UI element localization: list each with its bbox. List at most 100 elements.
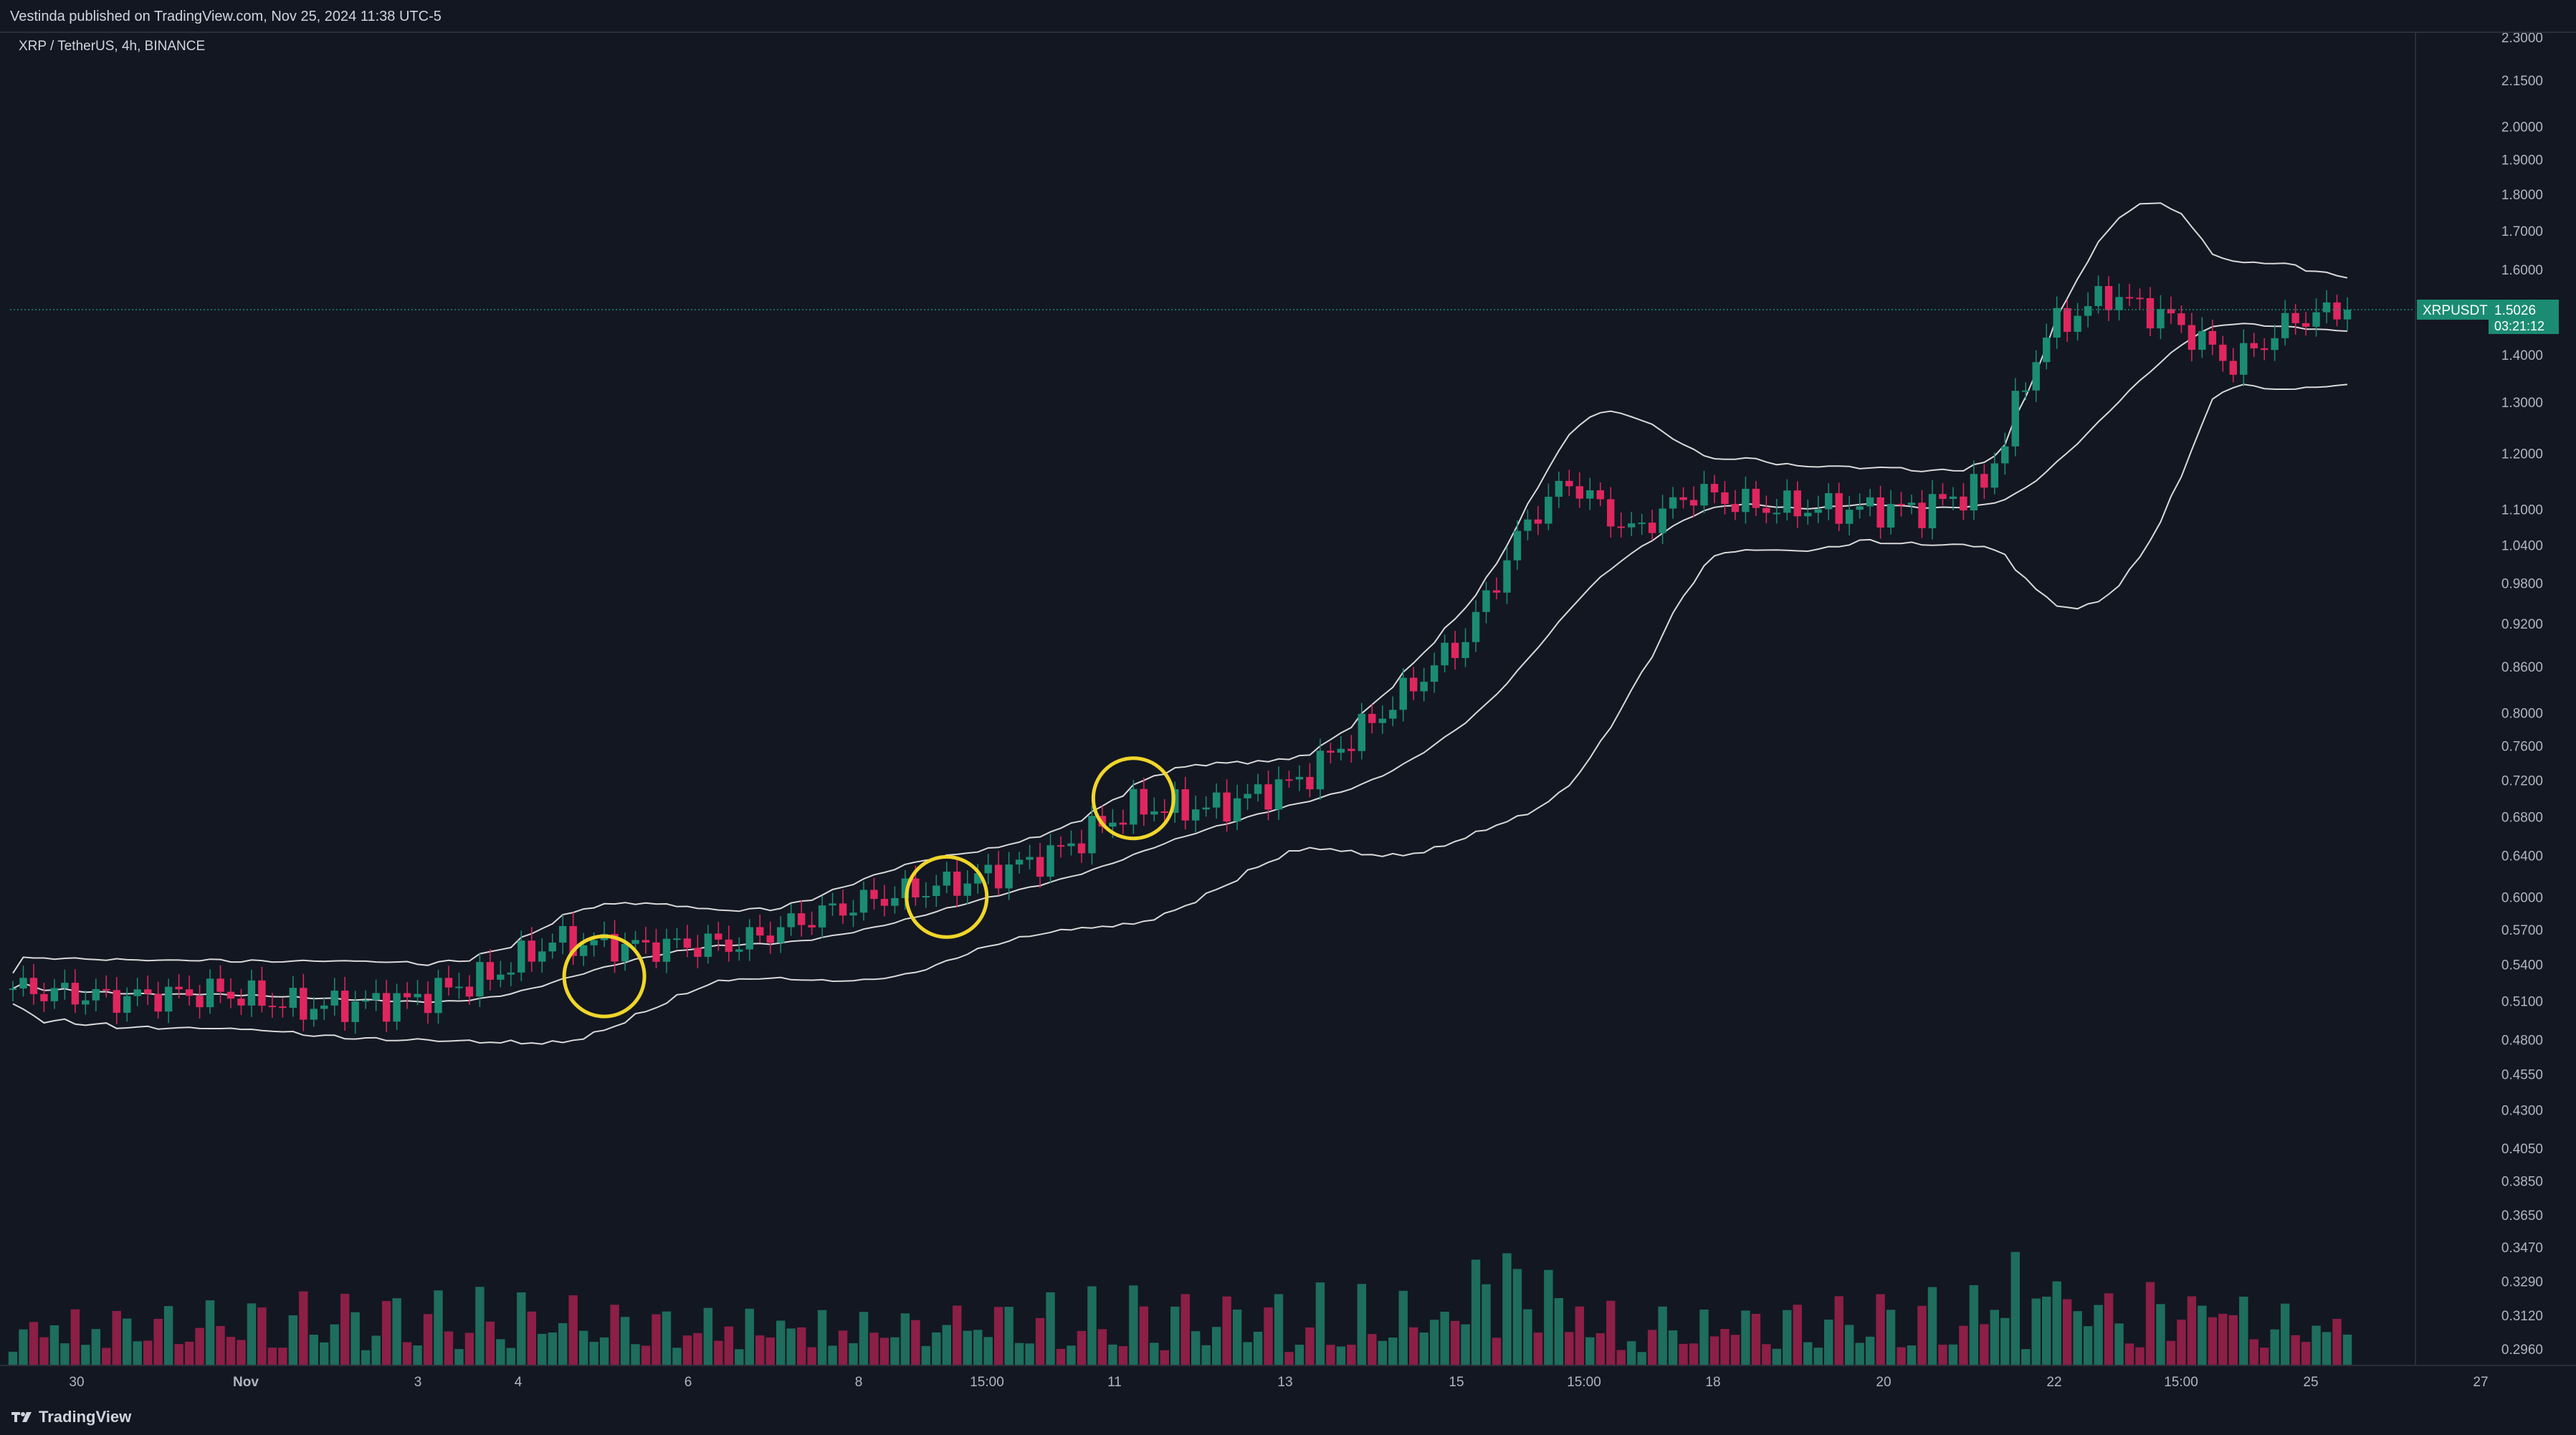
candle-body xyxy=(82,1000,90,1005)
volume-bar xyxy=(993,1307,1003,1365)
price-axis[interactable]: 2.3000 2.1500 2.0000 1.9000 1.8000 1.7000 1.60… xyxy=(2415,31,2543,1365)
y-tick-label: 0.3850 xyxy=(2501,1174,2543,1189)
volume-bar xyxy=(184,1341,194,1365)
volume-bar xyxy=(724,1326,734,1365)
candle-body xyxy=(808,925,816,928)
y-tick-label: 0.6000 xyxy=(2501,890,2543,905)
volume-bar xyxy=(299,1291,308,1365)
volume-bar xyxy=(527,1311,536,1365)
volume-bar xyxy=(1813,1348,1823,1365)
volume-bar xyxy=(1368,1334,1377,1365)
candle-body xyxy=(1503,560,1511,593)
candle-body xyxy=(154,993,162,1012)
candle-body xyxy=(1378,718,1386,723)
volume-bar xyxy=(983,1337,993,1365)
symbol-legend[interactable]: XRP / TetherUS, 4h, BINANCE xyxy=(19,39,205,54)
volume-bar xyxy=(485,1321,495,1365)
volume-bar xyxy=(796,1327,806,1365)
volume-bar xyxy=(1751,1313,1761,1365)
volume-bar xyxy=(714,1340,723,1365)
x-tick-label: 15:00 xyxy=(970,1375,1004,1390)
candle-body xyxy=(2125,297,2134,299)
volume-bar xyxy=(1087,1286,1097,1365)
candle-body xyxy=(1679,497,1687,500)
volume-bar xyxy=(1585,1337,1595,1365)
candle-body xyxy=(2167,309,2175,314)
volume-bar xyxy=(1990,1310,2000,1365)
candle-body xyxy=(196,996,204,1008)
candle-body xyxy=(621,943,629,962)
candle-body xyxy=(1109,822,1117,827)
volume-bar xyxy=(973,1330,983,1365)
volume-bar xyxy=(29,1322,39,1365)
candle-body xyxy=(766,935,774,943)
volume-bar xyxy=(2000,1317,2010,1365)
volume-bar xyxy=(153,1318,163,1365)
candle-body xyxy=(1575,486,1584,499)
volume-bar xyxy=(1969,1284,1979,1365)
volume-bar xyxy=(672,1348,682,1365)
candle-body xyxy=(1990,463,1999,488)
volume-bar xyxy=(1461,1324,1470,1365)
volume-bar xyxy=(517,1292,526,1365)
volume-bar xyxy=(849,1343,858,1365)
candle-body xyxy=(1026,857,1034,860)
volume-bar xyxy=(1253,1331,1263,1365)
bollinger-bands xyxy=(12,202,2348,1045)
volume-bar xyxy=(320,1342,329,1365)
volume-bar xyxy=(1948,1344,1958,1365)
volume-bar xyxy=(371,1335,381,1365)
volume-bar xyxy=(8,1351,18,1365)
candle-body xyxy=(1555,480,1563,497)
candle-body xyxy=(1451,642,1459,658)
volume-bar xyxy=(1741,1310,1750,1365)
volume-bar xyxy=(39,1337,49,1365)
volume-bar xyxy=(1626,1341,1636,1365)
candle-body xyxy=(1274,779,1283,810)
volume-bar xyxy=(1440,1311,1449,1365)
volume-bar xyxy=(869,1332,879,1365)
volume-bar xyxy=(1139,1306,1149,1365)
volume-bars xyxy=(8,1252,2352,1365)
time-axis[interactable]: 30 Nov 3 4 6 8 15:00 11 13 15 15:00 18 20 22 15:00 25 27 xyxy=(0,1365,2576,1390)
volume-bar xyxy=(257,1307,267,1365)
candle-body xyxy=(880,899,889,906)
candle-body xyxy=(1866,497,1874,507)
volume-bar xyxy=(1056,1348,1066,1365)
candle-body xyxy=(1731,504,1740,512)
x-tick-label: 4 xyxy=(515,1375,523,1390)
volume-bar xyxy=(454,1349,464,1365)
candle-body xyxy=(922,896,930,898)
volume-bar xyxy=(1170,1306,1180,1365)
y-tick-label: 2.3000 xyxy=(2501,31,2543,46)
candle-body xyxy=(1513,530,1522,561)
volume-bar xyxy=(1180,1294,1190,1365)
candle-body xyxy=(2146,298,2155,329)
candle-body xyxy=(839,903,847,916)
candle-body xyxy=(1316,750,1325,790)
candle-body xyxy=(1710,484,1719,492)
candle-body xyxy=(289,988,297,1008)
tradingview-logo[interactable]: TradingView xyxy=(11,1408,131,1426)
volume-bar xyxy=(1264,1307,1273,1365)
volume-bar xyxy=(2177,1320,2186,1365)
volume-bar xyxy=(1606,1300,1616,1365)
candle-body xyxy=(548,943,556,952)
volume-bar xyxy=(1046,1292,1055,1365)
volume-bar xyxy=(859,1312,869,1365)
candle-body xyxy=(2301,323,2310,327)
candle-body xyxy=(382,993,391,1022)
volume-bar xyxy=(1004,1307,1013,1365)
candle-body xyxy=(1295,776,1304,780)
candle-body xyxy=(507,972,515,975)
volume-bar xyxy=(2041,1296,2051,1365)
y-tick-label: 0.6800 xyxy=(2501,811,2543,826)
candle-body xyxy=(818,905,826,928)
candle-body xyxy=(829,903,836,906)
volume-bar xyxy=(423,1314,433,1365)
candle-body xyxy=(1545,497,1552,524)
volume-bar xyxy=(49,1325,59,1365)
candle-body xyxy=(2022,390,2030,392)
candle-body xyxy=(1441,642,1449,666)
